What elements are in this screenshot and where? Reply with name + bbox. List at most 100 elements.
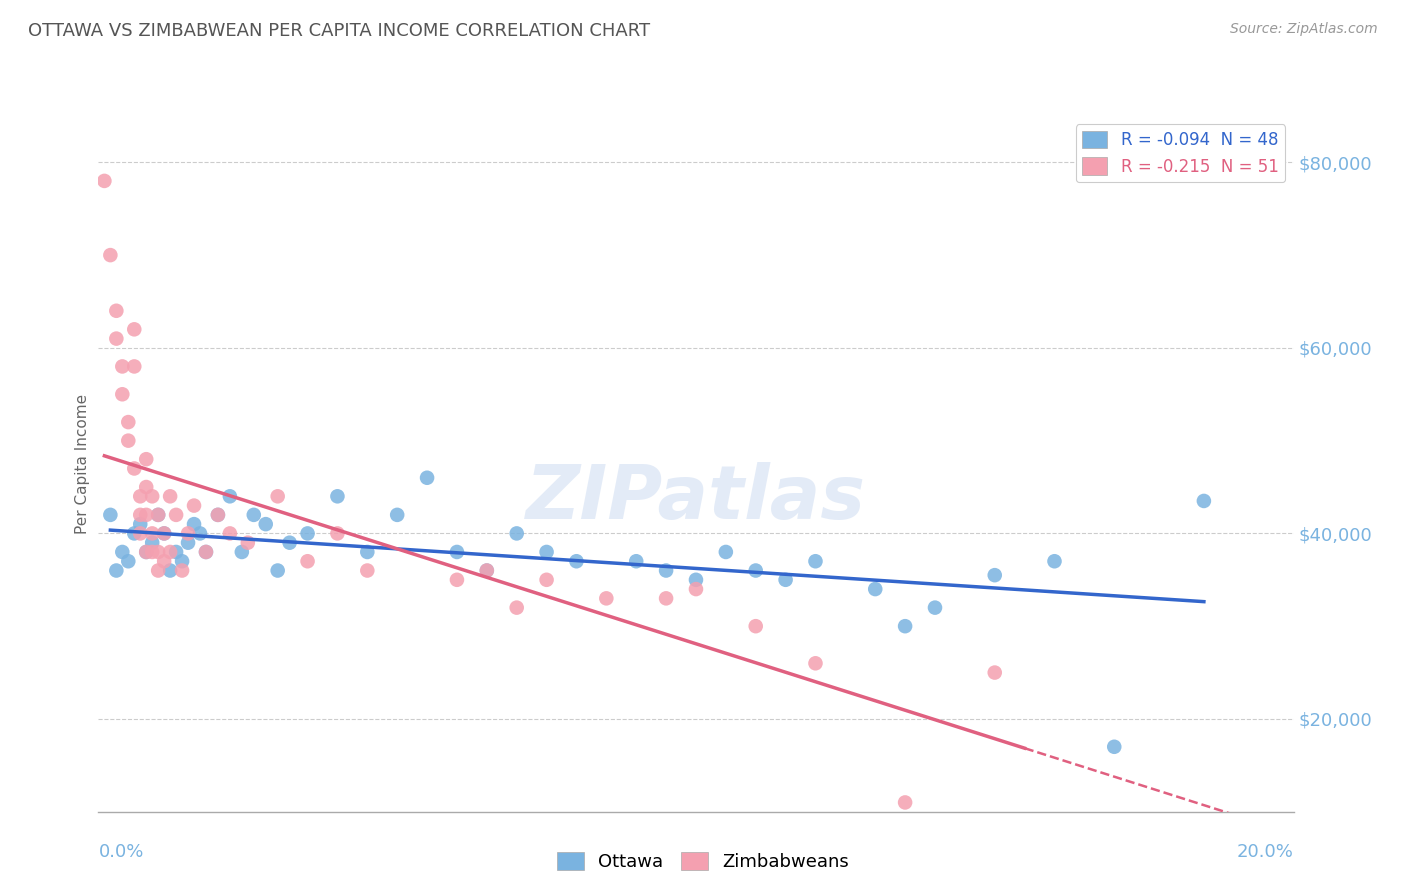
Point bbox=[148, 508, 170, 522]
Point bbox=[278, 535, 301, 549]
Point bbox=[655, 564, 678, 578]
Point bbox=[267, 489, 290, 503]
Point bbox=[565, 554, 588, 568]
Point bbox=[129, 489, 152, 503]
Point bbox=[219, 526, 242, 541]
Point bbox=[207, 508, 229, 522]
Point bbox=[775, 573, 797, 587]
Point bbox=[111, 387, 134, 401]
Text: ZIPatlas: ZIPatlas bbox=[526, 462, 866, 535]
Point bbox=[172, 564, 194, 578]
Y-axis label: Per Capita Income: Per Capita Income bbox=[75, 393, 90, 534]
Point bbox=[159, 564, 181, 578]
Point bbox=[148, 508, 170, 522]
Point bbox=[159, 545, 181, 559]
Point bbox=[267, 564, 290, 578]
Point bbox=[254, 517, 277, 532]
Point bbox=[98, 248, 122, 262]
Legend: Ottawa, Zimbabweans: Ottawa, Zimbabweans bbox=[550, 845, 856, 879]
Point bbox=[141, 526, 163, 541]
Point bbox=[219, 489, 242, 503]
Point bbox=[165, 508, 187, 522]
Point bbox=[124, 359, 146, 374]
Point bbox=[297, 526, 319, 541]
Point bbox=[135, 480, 157, 494]
Point bbox=[655, 591, 678, 606]
Point bbox=[475, 564, 498, 578]
Point bbox=[207, 508, 229, 522]
Point bbox=[243, 508, 266, 522]
Point bbox=[135, 452, 157, 467]
Point bbox=[231, 545, 253, 559]
Point bbox=[356, 545, 378, 559]
Point bbox=[183, 499, 205, 513]
Point bbox=[188, 526, 211, 541]
Point bbox=[153, 554, 176, 568]
Point bbox=[685, 582, 707, 596]
Point bbox=[135, 545, 157, 559]
Point bbox=[93, 174, 115, 188]
Point bbox=[385, 508, 409, 522]
Point bbox=[804, 657, 827, 671]
Point bbox=[506, 600, 529, 615]
Point bbox=[159, 489, 181, 503]
Point bbox=[117, 415, 139, 429]
Point bbox=[177, 526, 200, 541]
Point bbox=[714, 545, 737, 559]
Point bbox=[111, 359, 134, 374]
Point bbox=[536, 545, 558, 559]
Point bbox=[194, 545, 218, 559]
Point bbox=[111, 545, 134, 559]
Text: Source: ZipAtlas.com: Source: ZipAtlas.com bbox=[1230, 22, 1378, 37]
Point bbox=[1043, 554, 1066, 568]
Point bbox=[894, 796, 917, 810]
Point bbox=[117, 554, 139, 568]
Point bbox=[129, 526, 152, 541]
Point bbox=[894, 619, 917, 633]
Point bbox=[141, 545, 163, 559]
Point bbox=[153, 526, 176, 541]
Point bbox=[194, 545, 218, 559]
Point bbox=[356, 564, 378, 578]
Point bbox=[124, 461, 146, 475]
Point bbox=[804, 554, 827, 568]
Point bbox=[129, 508, 152, 522]
Point bbox=[105, 332, 128, 346]
Point bbox=[416, 471, 439, 485]
Point bbox=[129, 517, 152, 532]
Point bbox=[475, 564, 498, 578]
Point bbox=[153, 526, 176, 541]
Point bbox=[446, 545, 468, 559]
Point bbox=[745, 564, 768, 578]
Point bbox=[98, 508, 122, 522]
Point bbox=[326, 526, 349, 541]
Point bbox=[124, 322, 146, 336]
Point bbox=[148, 545, 170, 559]
Point bbox=[141, 535, 163, 549]
Point bbox=[624, 554, 647, 568]
Point bbox=[135, 508, 157, 522]
Point bbox=[446, 573, 468, 587]
Point bbox=[183, 517, 205, 532]
Text: 20.0%: 20.0% bbox=[1237, 843, 1294, 861]
Point bbox=[1192, 494, 1215, 508]
Point bbox=[983, 568, 1005, 582]
Text: 0.0%: 0.0% bbox=[98, 843, 143, 861]
Point bbox=[177, 535, 200, 549]
Legend: R = -0.094  N = 48, R = -0.215  N = 51: R = -0.094 N = 48, R = -0.215 N = 51 bbox=[1076, 124, 1285, 182]
Point bbox=[117, 434, 139, 448]
Point bbox=[124, 526, 146, 541]
Point bbox=[105, 303, 128, 318]
Point bbox=[536, 573, 558, 587]
Point bbox=[1104, 739, 1126, 754]
Text: OTTAWA VS ZIMBABWEAN PER CAPITA INCOME CORRELATION CHART: OTTAWA VS ZIMBABWEAN PER CAPITA INCOME C… bbox=[28, 22, 650, 40]
Point bbox=[148, 564, 170, 578]
Point bbox=[506, 526, 529, 541]
Point bbox=[236, 535, 259, 549]
Point bbox=[595, 591, 617, 606]
Point bbox=[135, 545, 157, 559]
Point bbox=[865, 582, 887, 596]
Point bbox=[105, 564, 128, 578]
Point bbox=[297, 554, 319, 568]
Point bbox=[685, 573, 707, 587]
